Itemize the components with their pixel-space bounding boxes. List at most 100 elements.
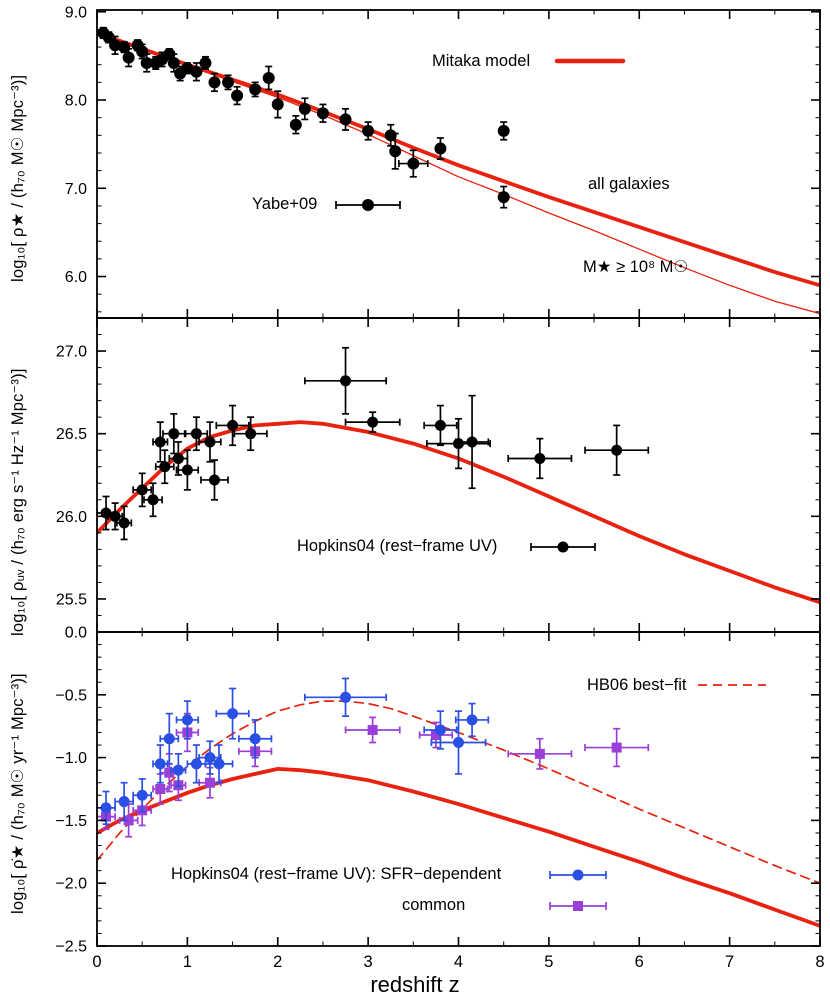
data-point-circle <box>298 102 311 115</box>
data-point-circle <box>362 124 375 137</box>
data-point-circle <box>136 484 148 496</box>
x-tick-label: 8 <box>815 953 824 971</box>
data-point-circle <box>208 76 221 89</box>
data-point-circle <box>118 41 131 54</box>
series-hopkins04-uv-data <box>97 346 650 541</box>
data-point-circle <box>340 375 352 387</box>
x-tick-label: 7 <box>725 953 734 971</box>
data-point-circle <box>190 758 202 770</box>
data-point-circle <box>122 51 135 64</box>
x-tick-label: 0 <box>92 953 101 971</box>
data-point-circle <box>534 452 546 464</box>
data-point-circle <box>190 65 203 78</box>
data-point-circle <box>289 118 302 131</box>
x-tick-label: 2 <box>273 953 282 971</box>
legend-mitaka-line-swatch <box>554 58 626 64</box>
y-tick-label: −1.0 <box>55 750 87 767</box>
data-point-circle <box>204 752 216 764</box>
data-point-circle <box>453 737 464 749</box>
data-point-circle <box>154 758 166 770</box>
data-point-circle <box>466 436 478 448</box>
x-tick-label: 1 <box>183 953 192 971</box>
data-point-circle <box>118 517 130 529</box>
data-point-circle <box>222 76 235 89</box>
data-point-circle <box>140 56 153 69</box>
data-point-circle <box>213 758 225 770</box>
data-point-circle <box>109 510 121 522</box>
data-point-circle <box>389 145 402 158</box>
data-point-circle <box>163 48 176 61</box>
data-point-circle <box>466 714 478 726</box>
annotation-mstar-cut: M★ ≥ 10⁸ M☉ <box>583 258 689 276</box>
data-point-square <box>123 815 134 826</box>
legend-sfr-dependent-point-swatch <box>549 869 607 881</box>
legend-hopkins04-uv-label: Hopkins04 (rest−frame UV) <box>297 537 498 555</box>
data-point-circle <box>340 691 352 703</box>
legend-hopkins04-uv-point-swatch <box>530 541 596 553</box>
line-mitaka-all-galaxies <box>97 31 820 288</box>
data-point-square <box>164 767 175 778</box>
y-axis-label-stellar-mass-density: log₁₀[ ρ★ / (h₇₀ M☉ Mpc⁻³)] <box>9 74 27 282</box>
data-point-circle <box>172 452 184 464</box>
data-point-circle <box>181 62 194 75</box>
y-tick-label: −0.5 <box>55 687 87 704</box>
panel-sfr-density <box>97 677 820 928</box>
legend-common-label: common <box>402 896 466 914</box>
y-tick-label: 26.0 <box>56 509 87 526</box>
panel-uv-luminosity-density <box>97 346 820 605</box>
data-point-circle <box>262 71 275 84</box>
y-tick-label: 26.5 <box>56 426 87 443</box>
data-point-square <box>367 724 378 735</box>
data-point-circle <box>249 733 261 745</box>
data-point-circle <box>367 416 379 428</box>
panel-frame-sfr-density <box>96 631 821 947</box>
line-mitaka-mstar-gt-1e8 <box>97 32 820 315</box>
data-point-circle <box>245 428 257 440</box>
data-point-circle <box>154 436 166 448</box>
annotation-all-galaxies: all galaxies <box>588 175 670 193</box>
y-tick-label: −2.5 <box>55 939 87 956</box>
data-point-circle <box>100 802 112 814</box>
data-point-circle <box>249 83 262 96</box>
y-tick-label: 7.0 <box>65 181 87 198</box>
panel-frame-uv-luminosity-density <box>96 317 821 633</box>
y-axis-label-sfr-density: log₁₀[ ρ̇★ / (h₇₀ M☉ yr⁻¹ Mpc⁻³)] <box>9 673 27 914</box>
data-point-circle <box>190 428 202 440</box>
x-tick-label: 5 <box>544 953 553 971</box>
data-point-circle <box>208 474 220 486</box>
data-point-circle <box>172 764 184 776</box>
data-point-circle <box>227 708 239 720</box>
data-point-circle <box>611 444 623 456</box>
legend-mitaka-model-label: Mitaka model <box>432 52 531 70</box>
y-tick-label: 27.0 <box>56 344 87 361</box>
data-point-circle <box>147 494 159 506</box>
legend-hb06-dashed-line-swatch <box>698 684 766 686</box>
data-point-circle <box>434 419 446 431</box>
data-point-circle <box>159 461 171 473</box>
y-tick-label: −1.5 <box>55 813 87 830</box>
data-point-circle <box>453 438 464 450</box>
panel-stellar-mass-density <box>97 26 820 315</box>
x-tick-label: 3 <box>364 953 373 971</box>
legend-hopkins04-sfr-label: Hopkins04 (rest−frame UV): SFR−dependent <box>171 865 502 883</box>
data-point-square <box>430 729 441 740</box>
x-axis-label: redshift z <box>370 972 460 997</box>
legend-common-square-swatch <box>549 901 607 911</box>
legend-yabe09-label: Yabe+09 <box>252 195 318 213</box>
data-point-circle <box>384 129 397 142</box>
y-tick-label: 0.0 <box>65 625 87 642</box>
x-tick-label: 4 <box>454 953 463 971</box>
y-tick-label: 25.5 <box>56 591 87 608</box>
data-point-circle <box>168 428 180 440</box>
data-point-circle <box>316 107 329 120</box>
data-point-circle <box>339 113 352 126</box>
data-point-circle <box>434 724 446 736</box>
data-point-circle <box>163 733 175 745</box>
data-point-square <box>611 742 622 753</box>
series-hopkins04-sfr-dependent <box>97 677 490 826</box>
legend-yabe09-point-swatch <box>335 199 401 211</box>
y-tick-label: 9.0 <box>65 4 87 21</box>
data-point-circle <box>231 89 244 102</box>
data-point-square <box>534 748 545 759</box>
